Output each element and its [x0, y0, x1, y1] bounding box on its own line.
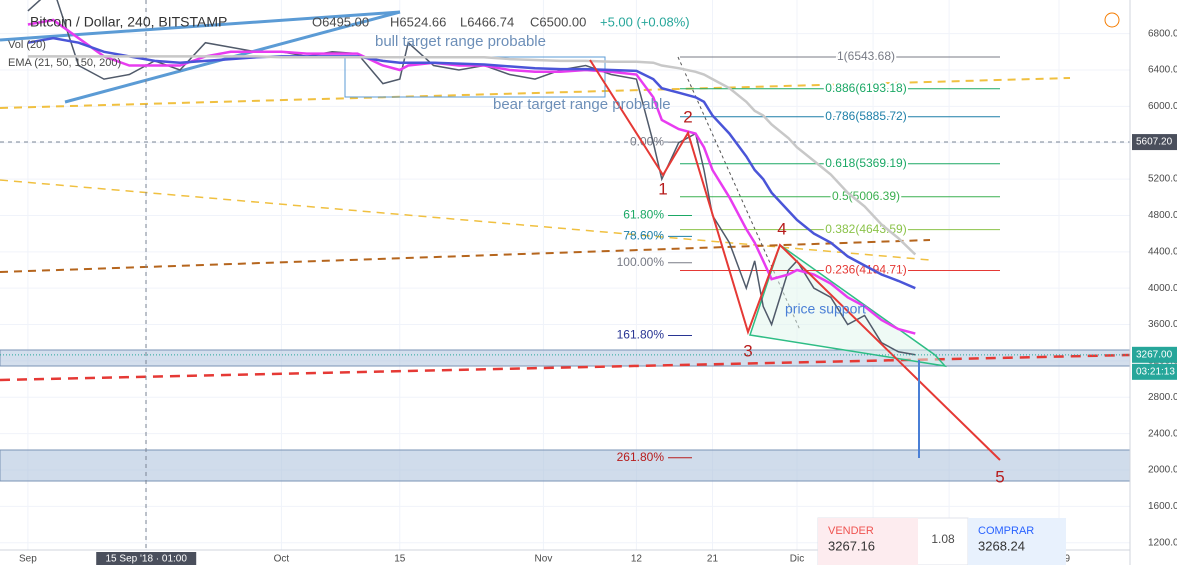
ohlc: H6524.66: [390, 14, 446, 29]
trend-line: [0, 179, 931, 261]
trend-line: [0, 77, 1071, 109]
fib-ext-label: 261.80%: [617, 450, 665, 464]
target-zone: [0, 449, 1131, 482]
buy-button[interactable]: [968, 518, 1066, 565]
series-line: [27, 18, 916, 335]
price-tag-label: 5607.20: [1136, 137, 1173, 148]
series-line: [27, 0, 916, 356]
y-tick-label: 6000.00: [1148, 101, 1177, 112]
fib-levels: 1(6543.68) 0.886(6193.18) 0.786(5885.72) 0.…: [617, 47, 1000, 464]
sell-button[interactable]: [818, 518, 918, 565]
ohlc: C6500.00: [530, 14, 586, 29]
series: [27, 0, 917, 356]
fib-label: 0.236(4194.71): [825, 263, 906, 277]
series-line: [27, 36, 916, 290]
x-tick-box: [96, 552, 197, 565]
annotation: bear target range probable: [493, 96, 671, 113]
fib-label: 1(6543.68): [837, 49, 895, 63]
channel-line: [0, 10, 401, 42]
x-tick-label: Sep: [19, 554, 37, 565]
fib-label: 0.886(6193.18): [825, 81, 906, 95]
y-tick-label: 1200.00: [1148, 537, 1177, 548]
sell-label: VENDER: [828, 525, 874, 537]
wave-path: [589, 59, 1001, 461]
fib-diagonal: [677, 56, 801, 331]
fib-label: 0.5(5006.39): [832, 189, 900, 203]
x-tick-label: Nov: [535, 554, 553, 565]
fib-label: 0.786(5885.72): [825, 109, 906, 123]
indicator-label: Vol (20): [8, 39, 46, 51]
chart-title: Bitcoin / Dollar, 240, BITSTAMP: [30, 14, 227, 30]
countdown-box: [1132, 363, 1177, 380]
x-tick-label: Oct: [274, 554, 290, 565]
x-tick-label: Dic: [790, 554, 804, 565]
ohlc-change: +5.00 (+0.08%): [600, 14, 690, 29]
x-tick-label: 21: [707, 554, 719, 565]
price-tag-label: 3267.00: [1136, 349, 1173, 360]
y-tick-label: 4800.00: [1148, 210, 1177, 221]
y-tick-label: 6400.00: [1148, 65, 1177, 76]
y-tick-label: 2400.00: [1148, 428, 1177, 439]
wave-label: 1: [658, 179, 667, 198]
y-tick-label: 4400.00: [1148, 246, 1177, 257]
wave-labels: 1 2 3 4 5: [658, 107, 1004, 486]
annotation: price support: [785, 301, 866, 317]
trend-line: [0, 353, 1131, 382]
y-tick-label: 1600.00: [1148, 501, 1177, 512]
wave-label: 4: [777, 219, 786, 238]
series-line: [27, 55, 917, 256]
wave-label: 5: [995, 467, 1004, 486]
fib-ext-label: 78.60%: [623, 229, 664, 243]
sell-price: 3267.16: [828, 538, 875, 553]
fib-ext-label: 61.80%: [623, 208, 664, 222]
y-tick-label: 6800.00: [1148, 28, 1177, 39]
fib-ext-label: 0.00%: [630, 134, 664, 148]
ohlc: O6495.00: [312, 14, 369, 29]
ohlc: L6466.74: [460, 14, 514, 29]
fib-label: 0.618(5369.19): [825, 156, 906, 170]
y-tick-label: 4000.00: [1148, 283, 1177, 294]
buy-label: COMPRAR: [978, 525, 1034, 537]
fib-ext-label: 100.00%: [617, 255, 665, 269]
x-tick-label: 15 Sep '18 · 01:00: [106, 554, 188, 565]
fib-label: 0.382(4643.59): [825, 222, 906, 236]
y-tick-label: 2800.00: [1148, 392, 1177, 403]
annotation: bull target range probable: [375, 33, 546, 50]
x-tick-label: 12: [631, 554, 643, 565]
y-tick-label: 2000.00: [1148, 465, 1177, 476]
y-tick-label: 5200.00: [1148, 174, 1177, 185]
price-tag: [1132, 346, 1177, 363]
wave-label: 3: [743, 341, 752, 360]
indicator-label: EMA (21, 50, 150, 200): [8, 57, 121, 69]
alert-icon[interactable]: [1104, 12, 1120, 28]
y-tick-label: 3600.00: [1148, 319, 1177, 330]
countdown: 03:21:13: [1136, 366, 1175, 377]
buy-price: 3268.24: [978, 538, 1025, 553]
fib-ext-label: 161.80%: [617, 328, 665, 342]
wave-label: 2: [683, 107, 692, 126]
spread: 1.08: [931, 532, 955, 546]
triangle: [749, 243, 947, 368]
price-tag: [1132, 134, 1177, 151]
x-tick-label: 15: [394, 554, 406, 565]
trend-line: [0, 239, 931, 273]
